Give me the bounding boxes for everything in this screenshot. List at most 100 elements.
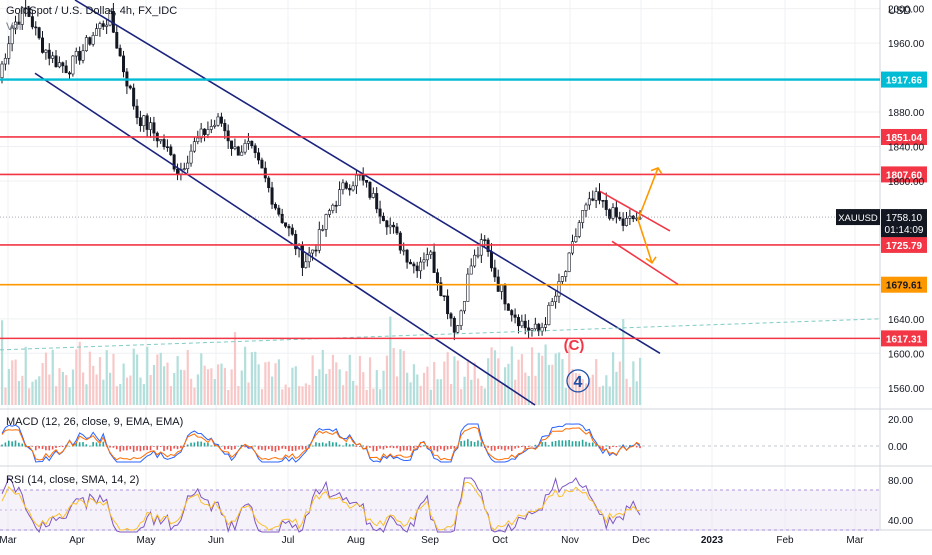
candle-body — [324, 214, 328, 230]
macd-histogram-bar — [315, 442, 317, 447]
macd-histogram-bar — [362, 445, 364, 447]
candle-body — [236, 146, 240, 156]
macd-histogram-bar — [352, 444, 354, 447]
candle-body — [338, 189, 342, 206]
macd-histogram-bar — [247, 446, 250, 449]
volume-bar — [385, 355, 389, 405]
rsi-y-tick-high: 80.00 — [888, 476, 913, 487]
volume-bar — [348, 354, 351, 405]
volume-bar — [254, 351, 257, 405]
volume-bar — [591, 374, 594, 405]
volume-bar — [544, 344, 547, 405]
volume-bar — [200, 353, 203, 405]
macd-histogram-bar — [548, 445, 550, 447]
macd-histogram-bar — [210, 445, 213, 447]
candle-body — [317, 229, 321, 251]
volume-bar — [186, 350, 189, 405]
macd-histogram-bar — [561, 440, 564, 447]
volume-bar — [51, 349, 54, 405]
volume-bar — [547, 364, 551, 405]
volume-bar — [71, 369, 75, 405]
candle-body — [240, 151, 244, 156]
volume-bar — [517, 359, 520, 405]
y-tick-1560: 1560.00 — [888, 384, 925, 395]
macd-histogram-bar — [284, 446, 287, 450]
macd-histogram-bar — [75, 442, 78, 447]
y-tick-1960: 1960.00 — [888, 39, 925, 50]
candle-body — [587, 198, 591, 206]
x-tick-Jun-3: Jun — [208, 535, 224, 546]
volume-bar — [308, 384, 311, 405]
macd-histogram-bar — [112, 446, 115, 448]
macd-histogram-bar — [99, 443, 101, 447]
volume-bar — [598, 386, 601, 405]
volume-bar — [109, 372, 112, 405]
volume-bar — [88, 351, 91, 405]
volume-bar — [311, 355, 314, 405]
volume-bar — [595, 359, 598, 405]
macd-histogram-bar — [355, 446, 358, 447]
macd-histogram-bar — [126, 446, 128, 451]
candle-body — [118, 47, 122, 57]
macd-histogram-bar — [517, 446, 520, 448]
wave-4-label: 4 — [574, 374, 583, 391]
macd-histogram-bar — [166, 446, 169, 450]
volume-bar — [406, 372, 409, 405]
volume-bar — [588, 377, 591, 405]
macd-histogram-bar — [335, 442, 337, 447]
volume-bar — [298, 385, 301, 405]
macd-histogram-bar — [534, 444, 537, 447]
candle-body — [442, 295, 446, 298]
macd-histogram-bar — [463, 440, 466, 447]
volume-bar — [146, 346, 149, 405]
macd-histogram-bar — [48, 446, 51, 451]
candle-body — [263, 167, 267, 179]
macd-histogram-bar — [386, 446, 388, 449]
macd-histogram-bar — [419, 446, 422, 448]
macd-histogram-bar — [298, 446, 300, 450]
macd-histogram-bar — [237, 445, 240, 447]
symbol-badge-bg — [836, 209, 880, 226]
macd-histogram-bar — [487, 446, 489, 448]
volume-bar — [274, 363, 277, 405]
macd-histogram-bar — [68, 445, 71, 447]
macd-histogram-bar — [294, 446, 297, 451]
volume-bar — [429, 389, 432, 405]
macd-histogram-bar — [504, 446, 506, 451]
macd-histogram-bar — [109, 446, 111, 448]
volume-bar — [325, 373, 328, 405]
volume-bar — [358, 355, 362, 405]
volume-bar — [230, 369, 233, 405]
candle-body — [88, 37, 92, 45]
volume-bar — [392, 348, 395, 405]
volume-bar — [456, 360, 459, 405]
macd-histogram-bar — [426, 446, 429, 448]
macd-histogram-bar — [429, 446, 432, 450]
volume-bar — [169, 386, 172, 405]
candle-body — [145, 115, 149, 130]
candle-body — [469, 265, 473, 275]
candle-body — [449, 313, 453, 319]
macd-label: MACD (12, 26, close, 9, EMA, EMA) — [6, 416, 184, 428]
macd-histogram-bar — [318, 442, 321, 447]
volume-bar — [365, 389, 368, 405]
macd-histogram-bar — [183, 446, 186, 447]
candle-body — [159, 139, 163, 142]
macd-histogram-bar — [61, 446, 64, 448]
volume-bar — [85, 384, 88, 405]
volume-bar — [375, 370, 378, 405]
x-tick-Nov-8: Nov — [561, 535, 579, 546]
macd-histogram-bar — [325, 443, 327, 447]
volume-bar — [466, 359, 470, 405]
candle-body — [41, 37, 45, 53]
y-tick-2000: 2000.00 — [888, 5, 925, 16]
volume-bar — [530, 347, 534, 405]
macd-histogram-bar — [193, 442, 196, 447]
candle-body — [591, 198, 595, 201]
volume-bar — [203, 365, 206, 405]
macd-histogram-bar — [58, 446, 61, 447]
candle-body — [226, 130, 230, 142]
volume-bar — [244, 346, 247, 405]
candle-body — [351, 185, 355, 191]
